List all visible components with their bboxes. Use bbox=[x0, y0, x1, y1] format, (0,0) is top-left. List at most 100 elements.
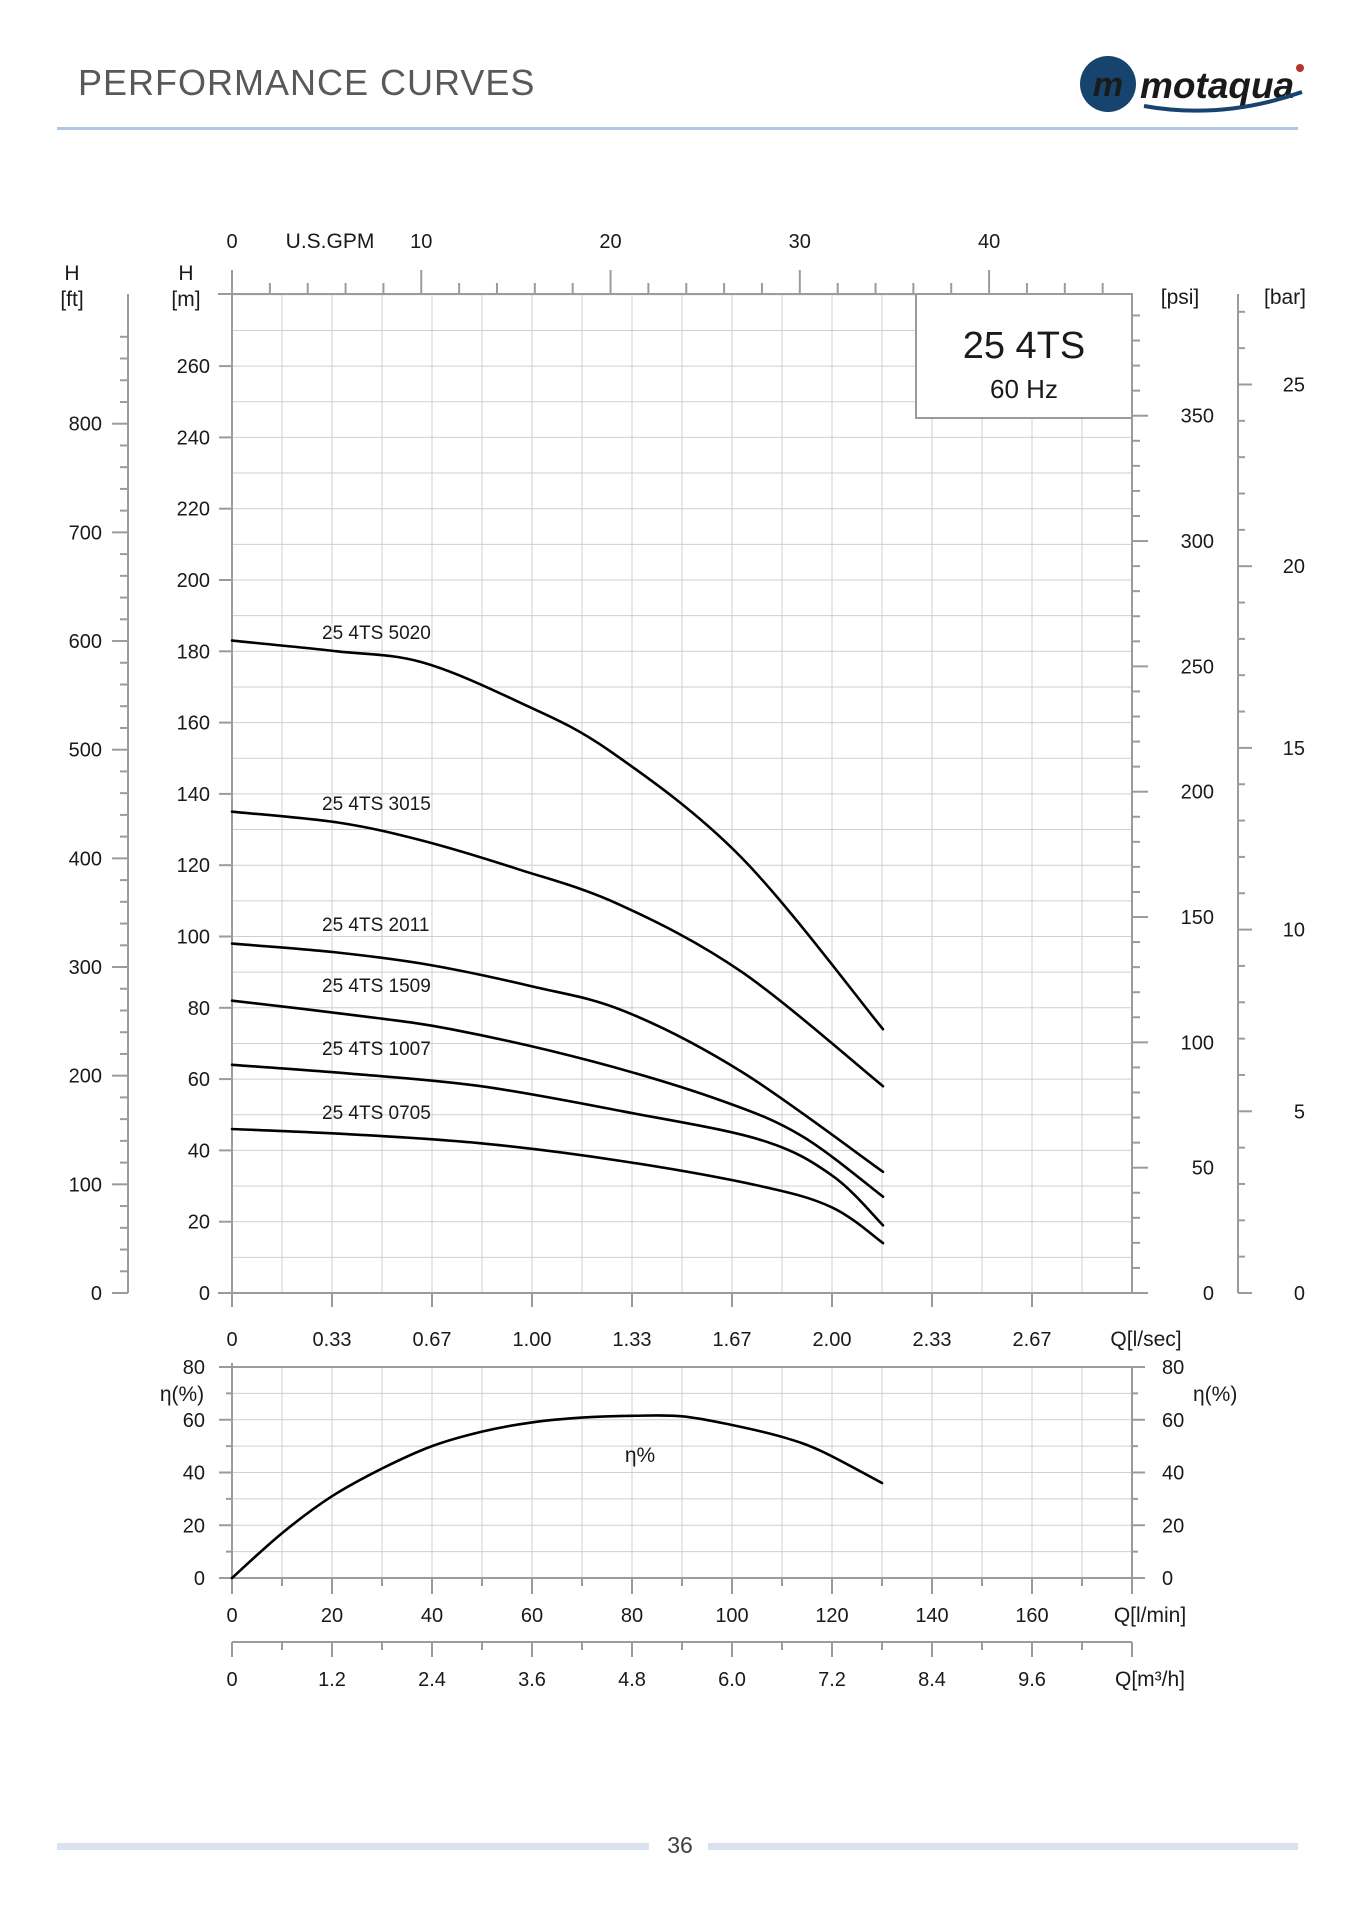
logo-swirl-top-icon bbox=[1084, 56, 1128, 70]
axis-unit-eta-right: η(%) bbox=[1193, 1383, 1237, 1406]
m-tick-label: 20 bbox=[188, 1212, 210, 1234]
m-tick-label: 40 bbox=[188, 1140, 210, 1162]
head-curve-3 bbox=[230, 999, 885, 1198]
ft-tick-label: 200 bbox=[69, 1066, 102, 1088]
m3h-tick-label: 8.4 bbox=[918, 1669, 946, 1691]
m3h-tick-label: 3.6 bbox=[518, 1669, 546, 1691]
m-tick-label: 240 bbox=[177, 427, 210, 449]
head-curve-0 bbox=[230, 639, 885, 1031]
eta-left-tick-label: 0 bbox=[194, 1568, 205, 1590]
axis-unit-psi: [psi] bbox=[1161, 286, 1200, 309]
axis-unit-lsec: Q[l/sec] bbox=[1110, 1328, 1181, 1351]
gpm-tick-label: 30 bbox=[789, 231, 811, 253]
logo-monogram: m bbox=[1093, 66, 1123, 104]
bar-tick-label: 15 bbox=[1283, 738, 1305, 760]
m3h-tick-label: 0 bbox=[226, 1669, 237, 1691]
lsec-tick-label: 0.33 bbox=[313, 1329, 352, 1351]
m-tick-label: 100 bbox=[177, 927, 210, 949]
m3h-tick-label: 7.2 bbox=[818, 1669, 846, 1691]
footer-bar-left bbox=[57, 1843, 649, 1850]
eta-right-tick-label: 40 bbox=[1162, 1463, 1184, 1485]
efficiency-curve bbox=[230, 1414, 884, 1580]
lsec-tick-label: 2.33 bbox=[913, 1329, 952, 1351]
ft-tick-label: 300 bbox=[69, 957, 102, 979]
ft-tick-label: 100 bbox=[69, 1174, 102, 1196]
m3h-tick-label: 1.2 bbox=[318, 1669, 346, 1691]
bar-tick-label: 10 bbox=[1283, 920, 1305, 942]
title-underline bbox=[57, 127, 1298, 130]
m-tick-label: 180 bbox=[177, 641, 210, 663]
gpm-tick-label: 20 bbox=[599, 231, 621, 253]
curve-label-0705: 25 4TS 0705 bbox=[322, 1103, 431, 1124]
m3h-tick-label: 6.0 bbox=[718, 1669, 746, 1691]
lsec-tick-label: 2.67 bbox=[1013, 1329, 1052, 1351]
model-name: 25 4TS bbox=[963, 325, 1086, 367]
axis-unit-bar: [bar] bbox=[1264, 286, 1306, 309]
m-tick-label: 220 bbox=[177, 499, 210, 521]
bar-tick-label: 20 bbox=[1283, 556, 1305, 578]
lsec-tick-label: 1.00 bbox=[513, 1329, 552, 1351]
ft-tick-label: 800 bbox=[69, 414, 102, 436]
axis-name-h-ft: H bbox=[64, 262, 79, 285]
curve-label-5020: 25 4TS 5020 bbox=[322, 623, 431, 644]
lmin-tick-label: 80 bbox=[621, 1605, 643, 1627]
lmin-tick-label: 100 bbox=[715, 1605, 748, 1627]
lmin-tick-label: 140 bbox=[915, 1605, 948, 1627]
psi-tick-label: 350 bbox=[1181, 406, 1214, 428]
brand-logo: m motaqua bbox=[1080, 56, 1304, 113]
m3h-tick-label: 9.6 bbox=[1018, 1669, 1046, 1691]
m3h-tick-label: 4.8 bbox=[618, 1669, 646, 1691]
efficiency-curve-label: η% bbox=[625, 1444, 655, 1467]
m-tick-label: 200 bbox=[177, 570, 210, 592]
model-frequency: 60 Hz bbox=[990, 374, 1058, 404]
eta-right-tick-label: 60 bbox=[1162, 1410, 1184, 1432]
axis-unit-m3h: Q[m³/h] bbox=[1115, 1668, 1185, 1691]
axis-unit-eta-left: η(%) bbox=[160, 1383, 204, 1406]
logo-trademark-dot-icon bbox=[1296, 64, 1304, 72]
logo-swirl-bottom-icon bbox=[1088, 98, 1132, 112]
logo-swoosh-icon bbox=[1143, 90, 1303, 113]
axis-name-h-m: H bbox=[178, 262, 193, 285]
axis-unit-usgpm: U.S.GPM bbox=[286, 230, 375, 253]
m-tick-label: 0 bbox=[199, 1283, 210, 1305]
model-box bbox=[915, 293, 1133, 419]
m3h-tick-label: 2.4 bbox=[418, 1669, 446, 1691]
ft-tick-label: 0 bbox=[91, 1283, 102, 1305]
eta-right-tick-label: 0 bbox=[1162, 1568, 1173, 1590]
curve-label-1509: 25 4TS 1509 bbox=[322, 976, 431, 997]
m-tick-label: 120 bbox=[177, 855, 210, 877]
lmin-tick-label: 0 bbox=[226, 1605, 237, 1627]
eta-left-tick-label: 20 bbox=[183, 1515, 205, 1537]
head-curve-5 bbox=[230, 1127, 885, 1245]
axis-unit-ft: [ft] bbox=[60, 288, 83, 311]
bar-tick-label: 25 bbox=[1283, 374, 1305, 396]
curve-label-2011: 25 4TS 2011 bbox=[322, 915, 429, 936]
ft-tick-label: 500 bbox=[69, 740, 102, 762]
psi-tick-label: 100 bbox=[1181, 1032, 1214, 1054]
generated-chart-layer: 0 10 20 30 400100200300400500600700800020406… bbox=[69, 231, 1305, 1691]
lmin-tick-label: 120 bbox=[815, 1605, 848, 1627]
footer-bar-right bbox=[708, 1843, 1298, 1850]
logo-wordmark: motaqua bbox=[1140, 65, 1294, 106]
psi-tick-label: 0 bbox=[1203, 1283, 1214, 1305]
m-tick-label: 260 bbox=[177, 356, 210, 378]
page-number: 36 bbox=[667, 1832, 693, 1858]
psi-tick-label: 50 bbox=[1192, 1158, 1214, 1180]
gpm-tick-label: 0 bbox=[226, 231, 237, 253]
psi-tick-label: 200 bbox=[1181, 782, 1214, 804]
eta-right-tick-label: 20 bbox=[1162, 1515, 1184, 1537]
bar-tick-label: 5 bbox=[1294, 1101, 1305, 1123]
lmin-tick-label: 40 bbox=[421, 1605, 443, 1627]
eta-left-tick-label: 60 bbox=[183, 1410, 205, 1432]
lsec-tick-label: 1.67 bbox=[713, 1329, 752, 1351]
m-tick-label: 160 bbox=[177, 713, 210, 735]
axis-unit-lmin: Q[l/min] bbox=[1114, 1604, 1186, 1627]
psi-tick-label: 250 bbox=[1181, 656, 1214, 678]
bar-tick-label: 0 bbox=[1294, 1283, 1305, 1305]
head-curve-2 bbox=[230, 942, 885, 1174]
eta-left-tick-label: 40 bbox=[183, 1463, 205, 1485]
m-tick-label: 60 bbox=[188, 1069, 210, 1091]
lsec-tick-label: 0 bbox=[226, 1329, 237, 1351]
